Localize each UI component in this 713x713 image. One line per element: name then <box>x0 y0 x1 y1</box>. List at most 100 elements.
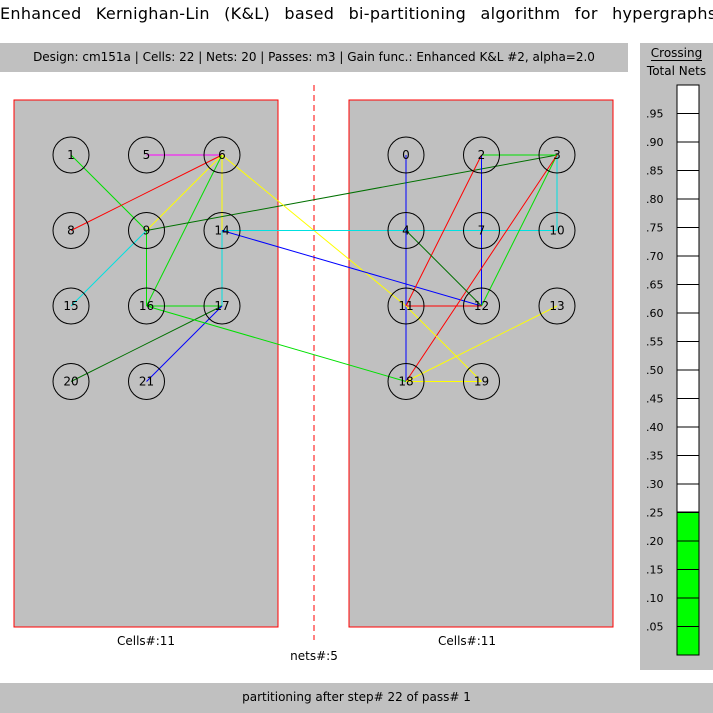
cell-13[interactable]: 13 <box>538 287 576 325</box>
meter-tick-label: .15 <box>646 564 664 577</box>
net-3-12 <box>481 154 558 307</box>
net-18-13 <box>405 305 558 382</box>
cut-net-count: nets#:5 <box>290 649 338 663</box>
cell-label: 3 <box>553 148 561 162</box>
cell-label: 16 <box>139 299 154 313</box>
cell-circle <box>463 212 500 249</box>
cell-label: 9 <box>143 224 151 238</box>
meter-tick-label: .65 <box>646 279 664 292</box>
meter-fill <box>676 511 700 656</box>
cell-circle <box>52 212 90 249</box>
cell-label: 15 <box>63 299 78 313</box>
cell-20[interactable]: 20 <box>52 363 90 400</box>
meter-tick-label: .70 <box>646 250 664 263</box>
cell-circle <box>538 287 576 325</box>
cell-label: 19 <box>474 375 489 389</box>
meter-tick-label: .60 <box>646 307 664 320</box>
cell-circle <box>52 363 90 400</box>
cell-label: 18 <box>398 375 413 389</box>
net-16-6 <box>146 154 223 307</box>
left-cell-count: Cells#:11 <box>117 634 175 648</box>
cell-circle <box>128 287 165 325</box>
status-bar: partitioning after step# 22 of pass# 1 <box>0 683 713 713</box>
cell-7[interactable]: 7 <box>463 212 500 249</box>
cell-label: 2 <box>478 148 486 162</box>
cell-circle <box>128 212 165 249</box>
meter-ticks: .05 .10 .15 .20 .25 .30 .35 .40 .45 .50 .55 .60 .65.… <box>646 108 699 634</box>
cell-19[interactable]: 19 <box>463 363 500 400</box>
app-title: Enhanced Kernighan-Lin (K&L) based bi-pa… <box>0 4 713 23</box>
meter-tick-label: .50 <box>646 364 664 377</box>
cell-15[interactable]: 15 <box>52 287 90 325</box>
cell-circle <box>52 287 90 325</box>
cell-1[interactable]: 1 <box>52 136 90 174</box>
cell-label: 7 <box>478 224 486 238</box>
cell-14[interactable]: 14 <box>203 212 241 249</box>
cell-circle <box>463 363 500 400</box>
net-2-11 <box>405 154 482 307</box>
cell-21[interactable]: 21 <box>128 363 165 400</box>
net-8-6 <box>70 154 223 231</box>
cell-label: 13 <box>549 299 564 313</box>
meter-tick-label: .40 <box>646 421 664 434</box>
cell-0[interactable]: 0 <box>387 136 425 174</box>
meter-tick-label: .25 <box>646 507 664 520</box>
net-3-18 <box>405 154 558 382</box>
cell-label: 6 <box>218 148 226 162</box>
meter-tick-label: .85 <box>646 165 664 178</box>
design-info-bar: Design: cm151a | Cells: 22 | Nets: 20 | … <box>0 43 628 72</box>
cell-3[interactable]: 3 <box>538 136 576 174</box>
cell-circle <box>203 136 241 174</box>
cell-label: 4 <box>402 224 410 238</box>
cell-circle <box>203 212 241 249</box>
cell-label: 21 <box>139 375 154 389</box>
cell-circle <box>538 212 576 249</box>
meter-tick-label: .20 <box>646 535 664 548</box>
cell-circle <box>463 136 500 174</box>
cell-label: 20 <box>63 375 78 389</box>
cell-label: 5 <box>143 148 151 162</box>
meter-tick-label: .80 <box>646 193 664 206</box>
meter-tick-label: .95 <box>646 108 664 121</box>
net-17-20 <box>70 305 223 382</box>
cell-18[interactable]: 18 <box>387 363 425 400</box>
cell-label: 11 <box>398 299 413 313</box>
cell-circle <box>463 287 500 325</box>
cell-label: 10 <box>549 224 564 238</box>
cell-5[interactable]: 5 <box>128 136 165 174</box>
cell-10[interactable]: 10 <box>538 212 576 249</box>
meter-title-crossing: Crossing <box>650 46 703 61</box>
net-14-12 <box>221 230 482 307</box>
net-9-3 <box>146 154 558 231</box>
cell-4[interactable]: 4 <box>387 212 425 249</box>
cell-label: 17 <box>214 299 229 313</box>
cell-6[interactable]: 6 <box>203 136 241 174</box>
cell-circle <box>387 212 425 249</box>
meter-tick-label: .55 <box>646 336 664 349</box>
cell-12[interactable]: 12 <box>463 287 500 325</box>
cell-8[interactable]: 8 <box>52 212 90 249</box>
meter-tick-label: .75 <box>646 222 664 235</box>
cell-11[interactable]: 11 <box>387 287 425 325</box>
meter-tick-label: .30 <box>646 478 664 491</box>
cell-label: 8 <box>67 224 75 238</box>
meter-title-total-nets: Total Nets <box>646 64 707 78</box>
cell-circle <box>128 363 165 400</box>
cell-16[interactable]: 16 <box>128 287 165 325</box>
crossing-meter: .05 .10 .15 .20 .25 .30 .35 .40 .45 .50 .55 .60 .65.… <box>646 84 700 656</box>
cell-circle <box>538 136 576 174</box>
crossing-meter-panel: Crossing Total Nets .05 .10 .15 .20 .25 .30 .3… <box>640 43 713 670</box>
cell-label: 14 <box>214 224 229 238</box>
cell-17[interactable]: 17 <box>203 287 241 325</box>
cell-circle <box>128 136 165 174</box>
cell-label: 0 <box>402 148 410 162</box>
meter-tick-label: .05 <box>646 621 664 634</box>
cell-2[interactable]: 2 <box>463 136 500 174</box>
meter-tick-label: .10 <box>646 592 664 605</box>
cell-9[interactable]: 9 <box>128 212 165 249</box>
cell-label: 1 <box>67 148 75 162</box>
cell-circle <box>203 287 241 325</box>
cell-circle <box>387 287 425 325</box>
